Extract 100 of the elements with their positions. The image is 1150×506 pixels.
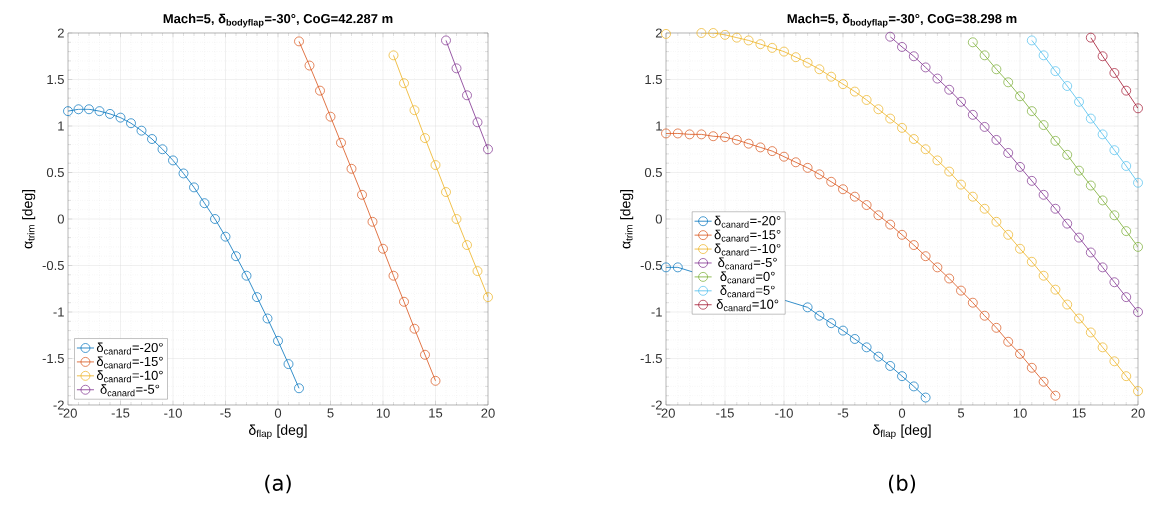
point [802,302,813,313]
point [920,392,931,403]
point [451,63,462,74]
point [838,79,848,89]
point [1097,51,1108,62]
point [873,351,884,362]
point [1085,180,1096,191]
point [1026,35,1037,46]
point [388,270,399,281]
point [790,157,801,168]
point [63,106,73,116]
point [672,262,683,273]
x-tick-label: 15 [1072,408,1086,418]
point [189,182,199,193]
point [1050,136,1061,146]
point [1074,96,1084,107]
point [1026,106,1037,116]
point [1026,362,1037,373]
point [1121,226,1132,236]
point [920,144,931,155]
legend-label: δ$_{canard}$=-10° [714,243,781,256]
point [1097,262,1108,273]
y-tick-label: -2 [53,400,64,410]
point [873,210,884,221]
point [294,36,304,47]
point [885,31,896,42]
point [84,104,94,115]
point [483,292,493,302]
point [304,60,315,71]
point [1133,386,1143,396]
point [1003,336,1014,347]
point [967,37,978,48]
point [991,135,1002,145]
point [1074,313,1084,324]
x-tick-label: 0 [274,408,282,418]
y-tick-label: 0 [655,214,662,224]
point [231,251,241,262]
point [1062,149,1073,160]
point [1026,176,1037,186]
point [944,166,955,177]
point [956,179,966,190]
legend-label: δ$_{canard}$=-5° [718,257,777,270]
point [283,359,294,369]
x-tick-label: -5 [220,408,231,418]
point [126,118,136,129]
x-tick-label: -20 [59,408,77,418]
x-tick-label: 5 [957,408,965,418]
point [672,128,683,139]
point [885,113,896,124]
point [979,50,990,61]
point [1109,68,1120,78]
point [1109,145,1120,156]
y-tick-label: -0.5 [640,260,662,271]
point [409,105,420,116]
y-tick-label: -1 [53,307,64,317]
y-tick-label: -1.5 [42,353,64,364]
point [472,117,483,128]
point [826,318,837,329]
point [336,137,346,148]
point [147,134,157,144]
point [979,310,990,321]
point [399,78,409,89]
point [346,163,357,174]
point [441,187,451,197]
point [451,214,462,224]
x-tick-label: 20 [481,408,495,418]
point [462,240,472,250]
x-tick-label: -10 [775,408,793,418]
x-tick-label: 20 [1131,408,1145,418]
point [1097,195,1108,206]
point [696,28,707,38]
point [826,71,837,82]
point [708,131,719,142]
x-tick-label: -15 [716,408,734,418]
point [1133,103,1143,114]
point [849,191,860,202]
point [861,95,872,105]
point [325,111,336,122]
y-tick-label: 1 [656,121,662,131]
chart-title: Mach=5, δ$_{bodyflap}$=-30°, CoG=38.298 m [787,13,1017,28]
point [1133,177,1143,188]
point [932,73,943,84]
y-tick-label: 1.5 [645,74,662,85]
point [210,214,220,224]
legend-label: δ$_{canard}$=-15° [96,356,163,369]
point [1085,113,1096,124]
point [849,334,860,344]
point [743,138,754,149]
point [897,42,907,52]
point [920,251,931,262]
y-tick-label: 2 [57,28,64,38]
point [1015,91,1025,102]
point [849,86,860,97]
point [767,43,778,53]
point [956,285,966,296]
point [967,109,978,120]
point [897,229,907,240]
point [767,146,778,156]
point [252,292,262,302]
point [908,240,919,250]
